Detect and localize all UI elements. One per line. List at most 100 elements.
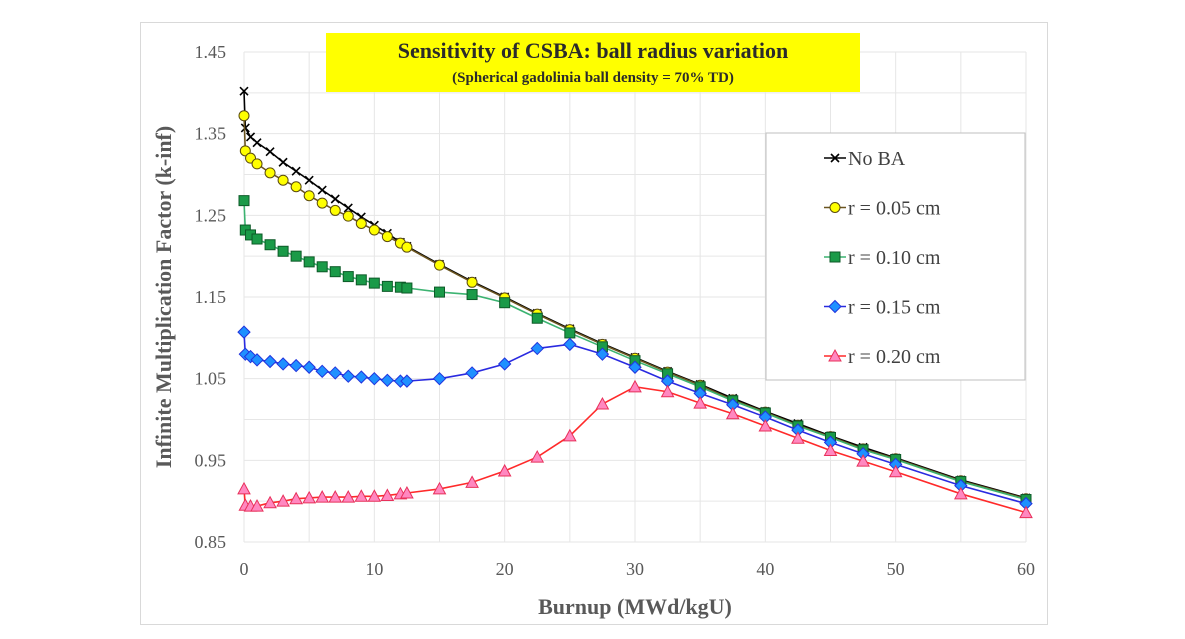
data-point — [725, 406, 740, 420]
data-point — [302, 490, 317, 504]
data-point — [465, 366, 479, 380]
data-point — [380, 488, 395, 501]
data-point — [342, 210, 354, 222]
data-point — [277, 174, 289, 186]
data-point — [368, 224, 380, 236]
data-point — [264, 239, 276, 251]
data-point — [237, 481, 251, 495]
legend-label: r = 0.20 cm — [848, 346, 941, 368]
data-point — [238, 195, 250, 207]
x-tick-label: 10 — [365, 559, 383, 579]
data-point — [328, 366, 342, 380]
legend-label: r = 0.05 cm — [848, 198, 941, 220]
data-point — [562, 428, 577, 442]
data-point — [291, 166, 301, 176]
data-point — [251, 158, 263, 170]
data-point — [237, 325, 251, 339]
data-point — [432, 481, 447, 495]
axes: 0 10 20 30 40 50 60 0.85 0.95 1.05 1.15 1.25 1.35 1.4… — [195, 42, 1036, 579]
legend-label: No BA — [848, 148, 906, 170]
data-point — [263, 495, 277, 509]
data-point — [381, 280, 393, 292]
legend-marker — [828, 348, 842, 362]
series-5 — [237, 379, 1033, 519]
data-point — [563, 337, 577, 352]
legend-label: r = 0.10 cm — [848, 247, 941, 269]
data-point — [263, 354, 277, 369]
data-point — [466, 289, 478, 301]
data-point — [465, 475, 479, 488]
data-point — [530, 450, 545, 463]
y-tick-label: 1.45 — [195, 42, 227, 62]
data-point — [290, 181, 302, 193]
legend-marker — [828, 299, 842, 314]
data-point — [497, 463, 512, 477]
data-point — [329, 204, 341, 216]
data-point — [304, 175, 314, 185]
data-point — [355, 274, 367, 286]
data-point — [531, 312, 543, 324]
y-tick-label: 0.95 — [195, 450, 227, 470]
x-tick-label: 40 — [756, 559, 774, 579]
legend-marker — [829, 251, 841, 263]
data-point — [381, 231, 393, 243]
y-tick-label: 1.35 — [195, 124, 227, 144]
data-point — [239, 145, 251, 157]
data-point — [434, 286, 445, 298]
data-point — [316, 197, 328, 209]
data-point — [317, 185, 327, 195]
data-point — [315, 364, 329, 379]
data-point — [276, 494, 290, 507]
data-point — [240, 123, 250, 133]
data-point — [595, 347, 610, 361]
x-tick-label: 60 — [1017, 559, 1035, 579]
data-point — [264, 167, 276, 179]
data-point — [250, 499, 264, 512]
chart-subtitle: (Spherical gadolinia ball density = 70% … — [452, 70, 734, 86]
chart-frame — [140, 22, 1048, 625]
x-tick-label: 30 — [626, 559, 644, 579]
data-point — [343, 203, 353, 213]
data-point — [367, 371, 382, 386]
data-point — [341, 369, 355, 383]
data-point — [400, 485, 414, 499]
data-point — [758, 418, 773, 432]
y-tick-label: 1.15 — [195, 287, 227, 307]
data-point — [434, 259, 445, 271]
data-point — [856, 454, 870, 467]
legend: No BA r = 0.05 cm r = 0.10 cm r = 0.15 cm r … — [765, 132, 1026, 381]
data-point — [330, 194, 340, 204]
legend-box — [765, 132, 1026, 381]
data-point — [628, 379, 642, 393]
x-tick-label: 0 — [240, 559, 249, 579]
data-point — [289, 358, 303, 373]
data-point — [290, 250, 302, 262]
x-axis-label: Burnup (MWd/kgU) — [538, 594, 732, 619]
series-4 — [237, 325, 1033, 511]
data-point — [329, 266, 341, 278]
data-point — [252, 138, 262, 148]
legend-label: r = 0.15 cm — [848, 297, 941, 319]
data-point — [342, 271, 354, 283]
data-point — [278, 157, 288, 167]
data-point — [595, 396, 610, 410]
y-tick-label: 1.25 — [195, 205, 227, 225]
data-point — [953, 486, 968, 500]
data-point — [380, 373, 395, 388]
data-point — [693, 396, 708, 409]
data-point — [265, 147, 275, 157]
data-point — [628, 360, 642, 374]
series-3 — [238, 195, 1032, 506]
data-point — [243, 349, 258, 364]
data-point — [315, 490, 330, 503]
data-point — [316, 261, 328, 273]
data-point — [530, 341, 544, 356]
data-point — [400, 374, 414, 388]
data-point — [1019, 505, 1033, 519]
data-point — [401, 282, 413, 294]
data-point — [791, 431, 805, 444]
series-group — [237, 86, 1033, 519]
data-point — [289, 491, 303, 505]
data-point — [303, 190, 315, 202]
